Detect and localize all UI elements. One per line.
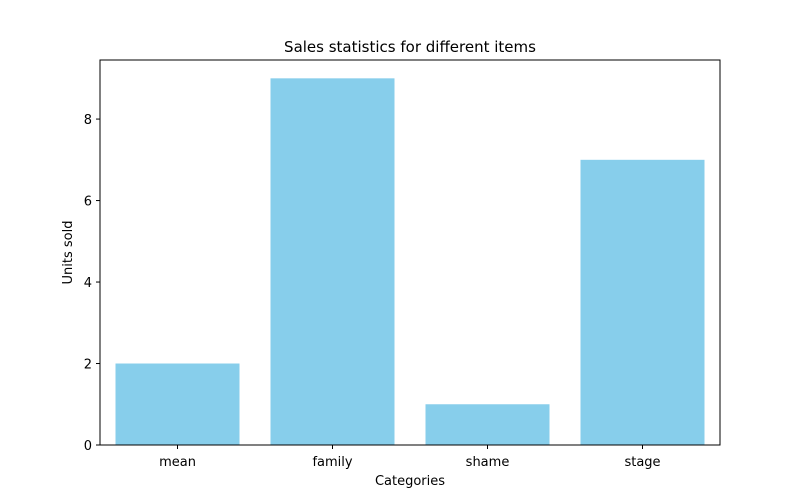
bar-mean <box>115 363 240 445</box>
x-tick-label: shame <box>466 455 510 470</box>
y-axis-title: Units sold <box>61 221 76 285</box>
bar-stage <box>580 159 705 445</box>
x-axis-title: Categories <box>375 474 445 489</box>
y-tick-label: 8 <box>84 113 92 128</box>
y-tick-label: 0 <box>84 439 92 454</box>
chart-title: Sales statistics for different items <box>284 38 536 56</box>
bar-shame <box>425 404 550 445</box>
y-tick-label: 4 <box>84 276 92 291</box>
y-tick-label: 2 <box>84 358 92 373</box>
x-tick-label: family <box>312 455 352 470</box>
y-tick-label: 6 <box>84 195 92 210</box>
plot-frame <box>99 59 721 446</box>
bars-layer <box>115 78 705 445</box>
x-tick-label: stage <box>624 455 660 470</box>
bar-family <box>270 78 395 445</box>
x-axis-ticks: mean family shame stage <box>159 445 661 470</box>
x-tick-label: mean <box>159 455 196 470</box>
y-axis-ticks: 0 2 4 6 8 <box>84 113 100 454</box>
